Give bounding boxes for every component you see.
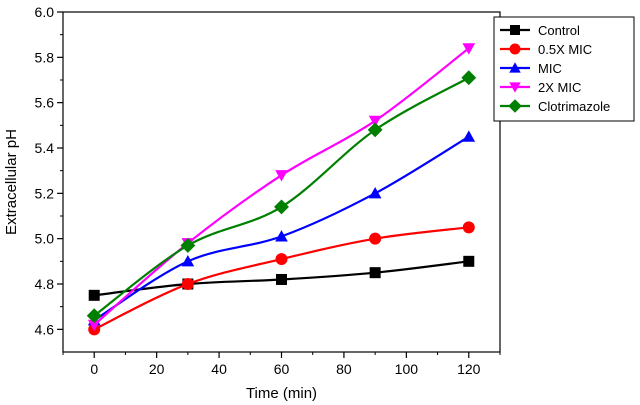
x-tick-label: 100: [395, 361, 419, 377]
data-point-clotrimazole: [86, 308, 102, 324]
data-point-control: [369, 267, 381, 279]
y-tick-label: 6.0: [35, 4, 55, 20]
data-point-mic: [368, 187, 382, 199]
legend-marker-mic: [509, 62, 521, 73]
x-tick-label: 0: [90, 361, 98, 377]
series-clotrimazole: [86, 70, 477, 324]
data-point-clotrimazole: [274, 199, 289, 215]
data-point-mic: [181, 255, 195, 267]
data-point-2x-mic: [87, 319, 101, 332]
data-point-clotrimazole: [180, 238, 196, 253]
series-line-mic: [93, 135, 470, 322]
x-axis-title: Time (min): [246, 385, 317, 402]
series-mic: [87, 130, 476, 326]
data-point-mic: [275, 230, 288, 242]
x-tick-label: 120: [457, 361, 481, 377]
data-point-0-5x-mic: [369, 232, 382, 245]
series-2x-mic: [87, 43, 476, 332]
legend-marker-2x-mic: [509, 82, 521, 93]
legend-label-mic: MIC: [538, 61, 562, 76]
data-point-control: [463, 255, 475, 267]
data-point-control: [276, 273, 287, 285]
y-tick-label: 5.6: [35, 95, 55, 111]
legend-marker-control: [510, 25, 520, 35]
data-point-2x-mic: [275, 170, 288, 182]
y-tick-label: 5.8: [35, 49, 55, 65]
data-point-0-5x-mic: [275, 253, 288, 266]
y-tick-label: 4.6: [35, 321, 55, 337]
data-point-clotrimazole: [461, 70, 477, 86]
data-point-2x-mic: [462, 43, 476, 55]
y-tick-label: 5.0: [35, 231, 55, 247]
legend-label-2x-mic: 2X MIC: [538, 80, 581, 95]
data-point-control: [88, 289, 100, 301]
y-tick-label: 5.2: [35, 185, 55, 201]
legend-label-control: Control: [538, 23, 580, 38]
data-point-2x-mic: [368, 115, 382, 128]
x-tick-label: 60: [274, 361, 290, 377]
x-tick-label: 20: [149, 361, 165, 377]
y-tick-label: 4.8: [35, 276, 55, 292]
y-tick-label: 5.4: [35, 140, 55, 156]
legend-marker-clotrimazole: [508, 99, 522, 113]
axes: 4.6 4.8 5.0 5.2 5.4 5.6 5.8 6.0 0 20 40 60 80 100 120: [35, 4, 501, 377]
data-point-0-5x-mic: [462, 221, 475, 234]
legend-label-0-5x-mic: 0.5X MIC: [538, 42, 592, 57]
series-layer: [86, 43, 477, 336]
data-point-clotrimazole: [367, 122, 383, 138]
x-tick-label: 80: [336, 361, 352, 377]
data-point-0-5x-mic: [181, 278, 194, 290]
plot-frame: [62, 11, 501, 353]
legend: Control 0.5X MIC MIC 2X MIC Clotrimazole: [493, 16, 635, 122]
x-tick-label: 40: [211, 361, 227, 377]
data-point-mic: [462, 130, 476, 142]
y-axis-title: Extracellular pH: [3, 129, 20, 235]
legend-marker-0-5x-mic: [509, 43, 521, 55]
series-0-5x-mic: [88, 221, 475, 336]
legend-label-clotrimazole: Clotrimazole: [538, 99, 610, 114]
